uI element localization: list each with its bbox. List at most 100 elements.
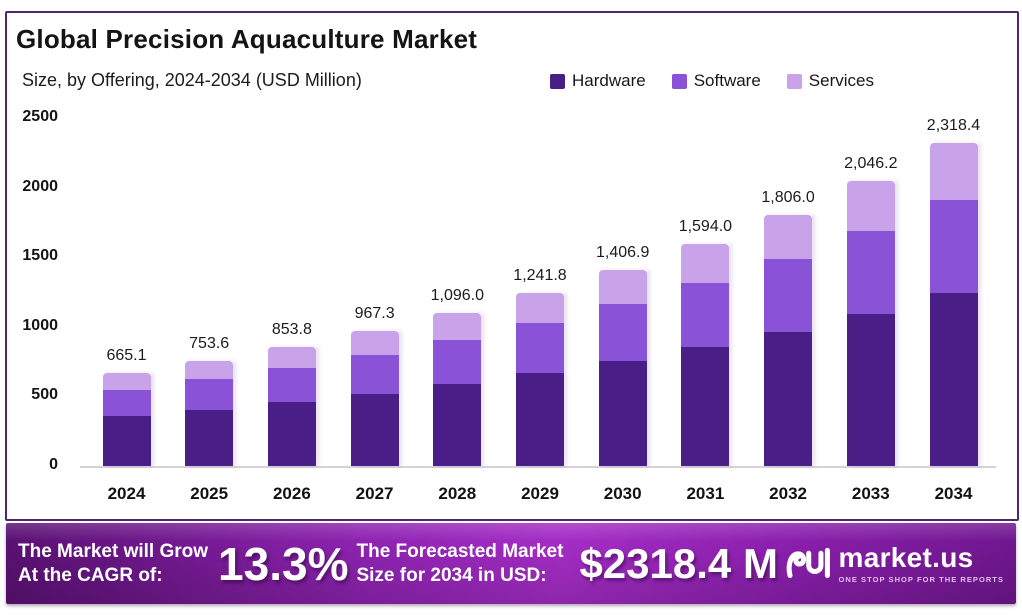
bar-2034 (929, 143, 978, 466)
forecast-value: $2318.4 M (579, 539, 778, 587)
bar-segment-software-2028 (433, 340, 482, 385)
bar-segment-services-2033 (846, 181, 895, 231)
x-axis-label-2033: 2033 (851, 484, 890, 503)
bar-total-label-2034: 2,318.4 (926, 117, 981, 135)
bar-total-label-2028: 1,096.0 (430, 287, 484, 305)
forecast-label-line1: The Forecasted Market (356, 541, 564, 563)
bar-total-label-2030: 1,406.9 (595, 244, 650, 262)
bar-segment-software-2032 (764, 258, 813, 332)
legend-swatch-services (786, 73, 802, 89)
bar-total-label-2026: 853.8 (271, 321, 312, 339)
y-tick-label-1000: 1000 (22, 316, 58, 334)
bar-segment-services-2028 (433, 313, 482, 341)
x-axis-label-2025: 2025 (190, 484, 229, 503)
y-tick-label-500: 500 (31, 386, 58, 404)
bar-segment-hardware-2027 (350, 393, 399, 466)
bar-segment-hardware-2024 (102, 416, 151, 466)
chart-legend: Hardware Software Services (550, 71, 874, 91)
bar-2031 (681, 244, 730, 466)
bar-total-label-2032: 1,806.0 (761, 188, 815, 206)
y-tick-label-2500: 2500 (22, 108, 58, 125)
bar-segment-services-2031 (681, 244, 730, 283)
bar-segment-services-2026 (267, 347, 316, 368)
bar-total-label-2025: 753.6 (189, 335, 230, 353)
bar-segment-software-2031 (681, 282, 730, 348)
marketus-logo-icon (786, 547, 830, 578)
y-tick-label-0: 0 (49, 456, 58, 473)
brand-name: market.us (838, 541, 974, 573)
x-axis-label-2027: 2027 (355, 484, 394, 503)
bar-segment-hardware-2033 (846, 313, 895, 466)
bar-2028 (433, 313, 482, 466)
legend-label: Software (693, 71, 761, 90)
bar-2030 (598, 270, 647, 466)
bar-segment-hardware-2025 (185, 409, 234, 466)
x-axis-label-2026: 2026 (272, 484, 311, 503)
bar-segment-hardware-2034 (929, 293, 978, 466)
bar-2024 (102, 373, 151, 466)
bar-segment-software-2024 (102, 389, 151, 417)
x-axis-label-2031: 2031 (686, 484, 725, 503)
bar-segment-software-2027 (350, 354, 399, 394)
bar-2025 (185, 361, 234, 466)
legend-swatch-software (671, 73, 687, 89)
bar-segment-hardware-2030 (598, 361, 647, 466)
bar-segment-software-2029 (516, 323, 564, 374)
bar-segment-software-2030 (598, 304, 647, 362)
page-title: Global Precision Aquaculture Market (16, 24, 478, 54)
x-axis-label-2024: 2024 (107, 484, 146, 503)
legend-label: Services (808, 71, 874, 90)
bar-2026 (267, 347, 316, 466)
x-axis-label-2030: 2030 (603, 484, 642, 503)
bar-segment-hardware-2031 (681, 347, 730, 466)
x-axis-label-2032: 2032 (769, 484, 807, 503)
brand-tagline: ONE STOP SHOP FOR THE REPORTS (838, 574, 1004, 584)
x-axis-label-2029: 2029 (521, 484, 559, 503)
bar-segment-software-2026 (267, 367, 316, 403)
footer-banner: The Market will Grow At the CAGR of: 13.… (6, 523, 1016, 604)
bar-total-label-2029: 1,241.8 (513, 267, 567, 285)
bar-segment-services-2029 (516, 293, 564, 324)
cagr-value: 13.3% (218, 537, 349, 590)
legend-label: Hardware (572, 71, 646, 90)
chart-subtitle: Size, by Offering, 2024-2034 (USD Millio… (22, 70, 362, 90)
bar-total-label-2027: 967.3 (354, 305, 395, 323)
bar-total-label-2024: 665.1 (106, 347, 147, 365)
bar-segment-software-2033 (846, 230, 895, 314)
bar-segment-services-2027 (350, 331, 399, 355)
bar-segment-hardware-2032 (764, 331, 813, 466)
bar-segment-services-2032 (764, 214, 813, 259)
bar-segment-hardware-2026 (267, 402, 316, 466)
bar-segment-software-2025 (185, 379, 234, 410)
bar-total-label-2033: 2,046.2 (844, 155, 898, 173)
x-axis-label-2034: 2034 (934, 484, 973, 503)
bar-2033 (846, 181, 895, 466)
bar-segment-services-2024 (102, 373, 151, 390)
legend-item-hardware: Hardware (550, 71, 646, 91)
legend-item-services: Services (786, 71, 874, 91)
bar-segment-services-2025 (185, 361, 234, 380)
bar-segment-services-2030 (598, 270, 647, 305)
marketus-brand-text: market.us ONE STOP SHOP FOR THE REPORTS (838, 541, 1004, 584)
x-axis-label-2028: 2028 (438, 484, 477, 503)
y-tick-label-1500: 1500 (22, 247, 58, 265)
bar-total-label-2031: 1,594.0 (678, 218, 733, 236)
bar-segment-software-2034 (929, 199, 978, 294)
forecast-label-line2: Size for 2034 in USD: (356, 564, 547, 586)
cagr-label-line1: The Market will Grow (18, 541, 209, 563)
forecast-label: The Forecasted Market Size for 2034 in U… (356, 540, 563, 586)
marketus-logo: market.us ONE STOP SHOP FOR THE REPORTS (785, 541, 1004, 584)
bar-2029 (516, 293, 564, 466)
bar-2027 (350, 331, 399, 466)
legend-item-software: Software (671, 71, 761, 91)
cagr-label: The Market will Grow At the CAGR of: (18, 540, 208, 586)
legend-swatch-hardware (550, 73, 565, 89)
cagr-label-line2: At the CAGR of: (18, 564, 163, 586)
bar-segment-hardware-2029 (516, 373, 564, 466)
bar-segment-services-2034 (929, 143, 978, 200)
bar-2032 (764, 214, 813, 466)
x-axis-line (80, 466, 996, 468)
y-tick-label-2000: 2000 (22, 177, 58, 195)
